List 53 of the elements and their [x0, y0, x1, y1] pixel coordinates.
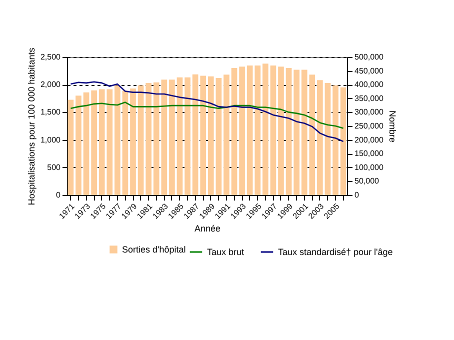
bar — [294, 70, 300, 195]
legend-label: Taux brut — [207, 247, 245, 257]
bar — [231, 68, 238, 195]
bar — [200, 76, 206, 195]
y-axis-title: Hospitalisations pour 100 000 habitants — [26, 47, 36, 206]
bar — [324, 82, 331, 195]
bar — [262, 64, 268, 195]
bar — [239, 66, 245, 195]
y2-tick-label: 450,000 — [354, 66, 384, 76]
legend-label: Sorties d'hôpital — [122, 244, 186, 254]
y-tick-label: 2,500 — [40, 52, 62, 62]
bar — [270, 66, 276, 195]
bar — [340, 87, 346, 195]
bar — [114, 85, 120, 195]
y2-tick-label: 100,000 — [354, 162, 384, 172]
bar — [184, 77, 190, 195]
bar — [208, 76, 214, 195]
x-axis-title: Année — [194, 224, 221, 234]
bar — [176, 77, 183, 195]
bar — [122, 90, 128, 195]
bar — [278, 66, 284, 195]
bar — [332, 85, 338, 195]
y2-axis-title: Nombre — [387, 110, 398, 143]
y2-tick-label: 350,000 — [354, 94, 384, 103]
bar — [130, 88, 136, 195]
y2-tick-label: 400,000 — [354, 80, 384, 90]
bar — [76, 96, 82, 195]
bar — [68, 100, 74, 195]
y-tick-label: 1,000 — [40, 135, 62, 144]
bar — [91, 90, 97, 195]
y2-tick-label: 500,000 — [354, 52, 384, 62]
y2-tick-label: 150,000 — [354, 149, 384, 158]
bar — [83, 92, 90, 195]
y-tick-label: 2,000 — [40, 80, 62, 90]
y2-tick-label: 200,000 — [354, 135, 384, 144]
y2-tick-label: 250,000 — [354, 122, 384, 130]
y-tick-label: 500 — [47, 162, 62, 172]
y2-tick-label: 50,000 — [354, 176, 380, 186]
bar — [317, 80, 323, 195]
bar — [169, 80, 175, 195]
y2-tick-label: 0 — [354, 190, 360, 200]
y-tick-label: 0 — [56, 190, 62, 200]
bar — [224, 74, 230, 195]
bar — [192, 74, 198, 195]
legend-label: Taux standardisé† pour l'âge — [278, 247, 393, 257]
y2-tick-label: 300,000 — [354, 108, 384, 117]
line-series — [70, 102, 344, 129]
bar — [138, 85, 144, 195]
y-tick-label: 1,500 — [40, 108, 62, 117]
bar — [286, 68, 292, 195]
bar — [216, 78, 222, 195]
line-series — [70, 81, 344, 142]
bar — [146, 82, 152, 195]
